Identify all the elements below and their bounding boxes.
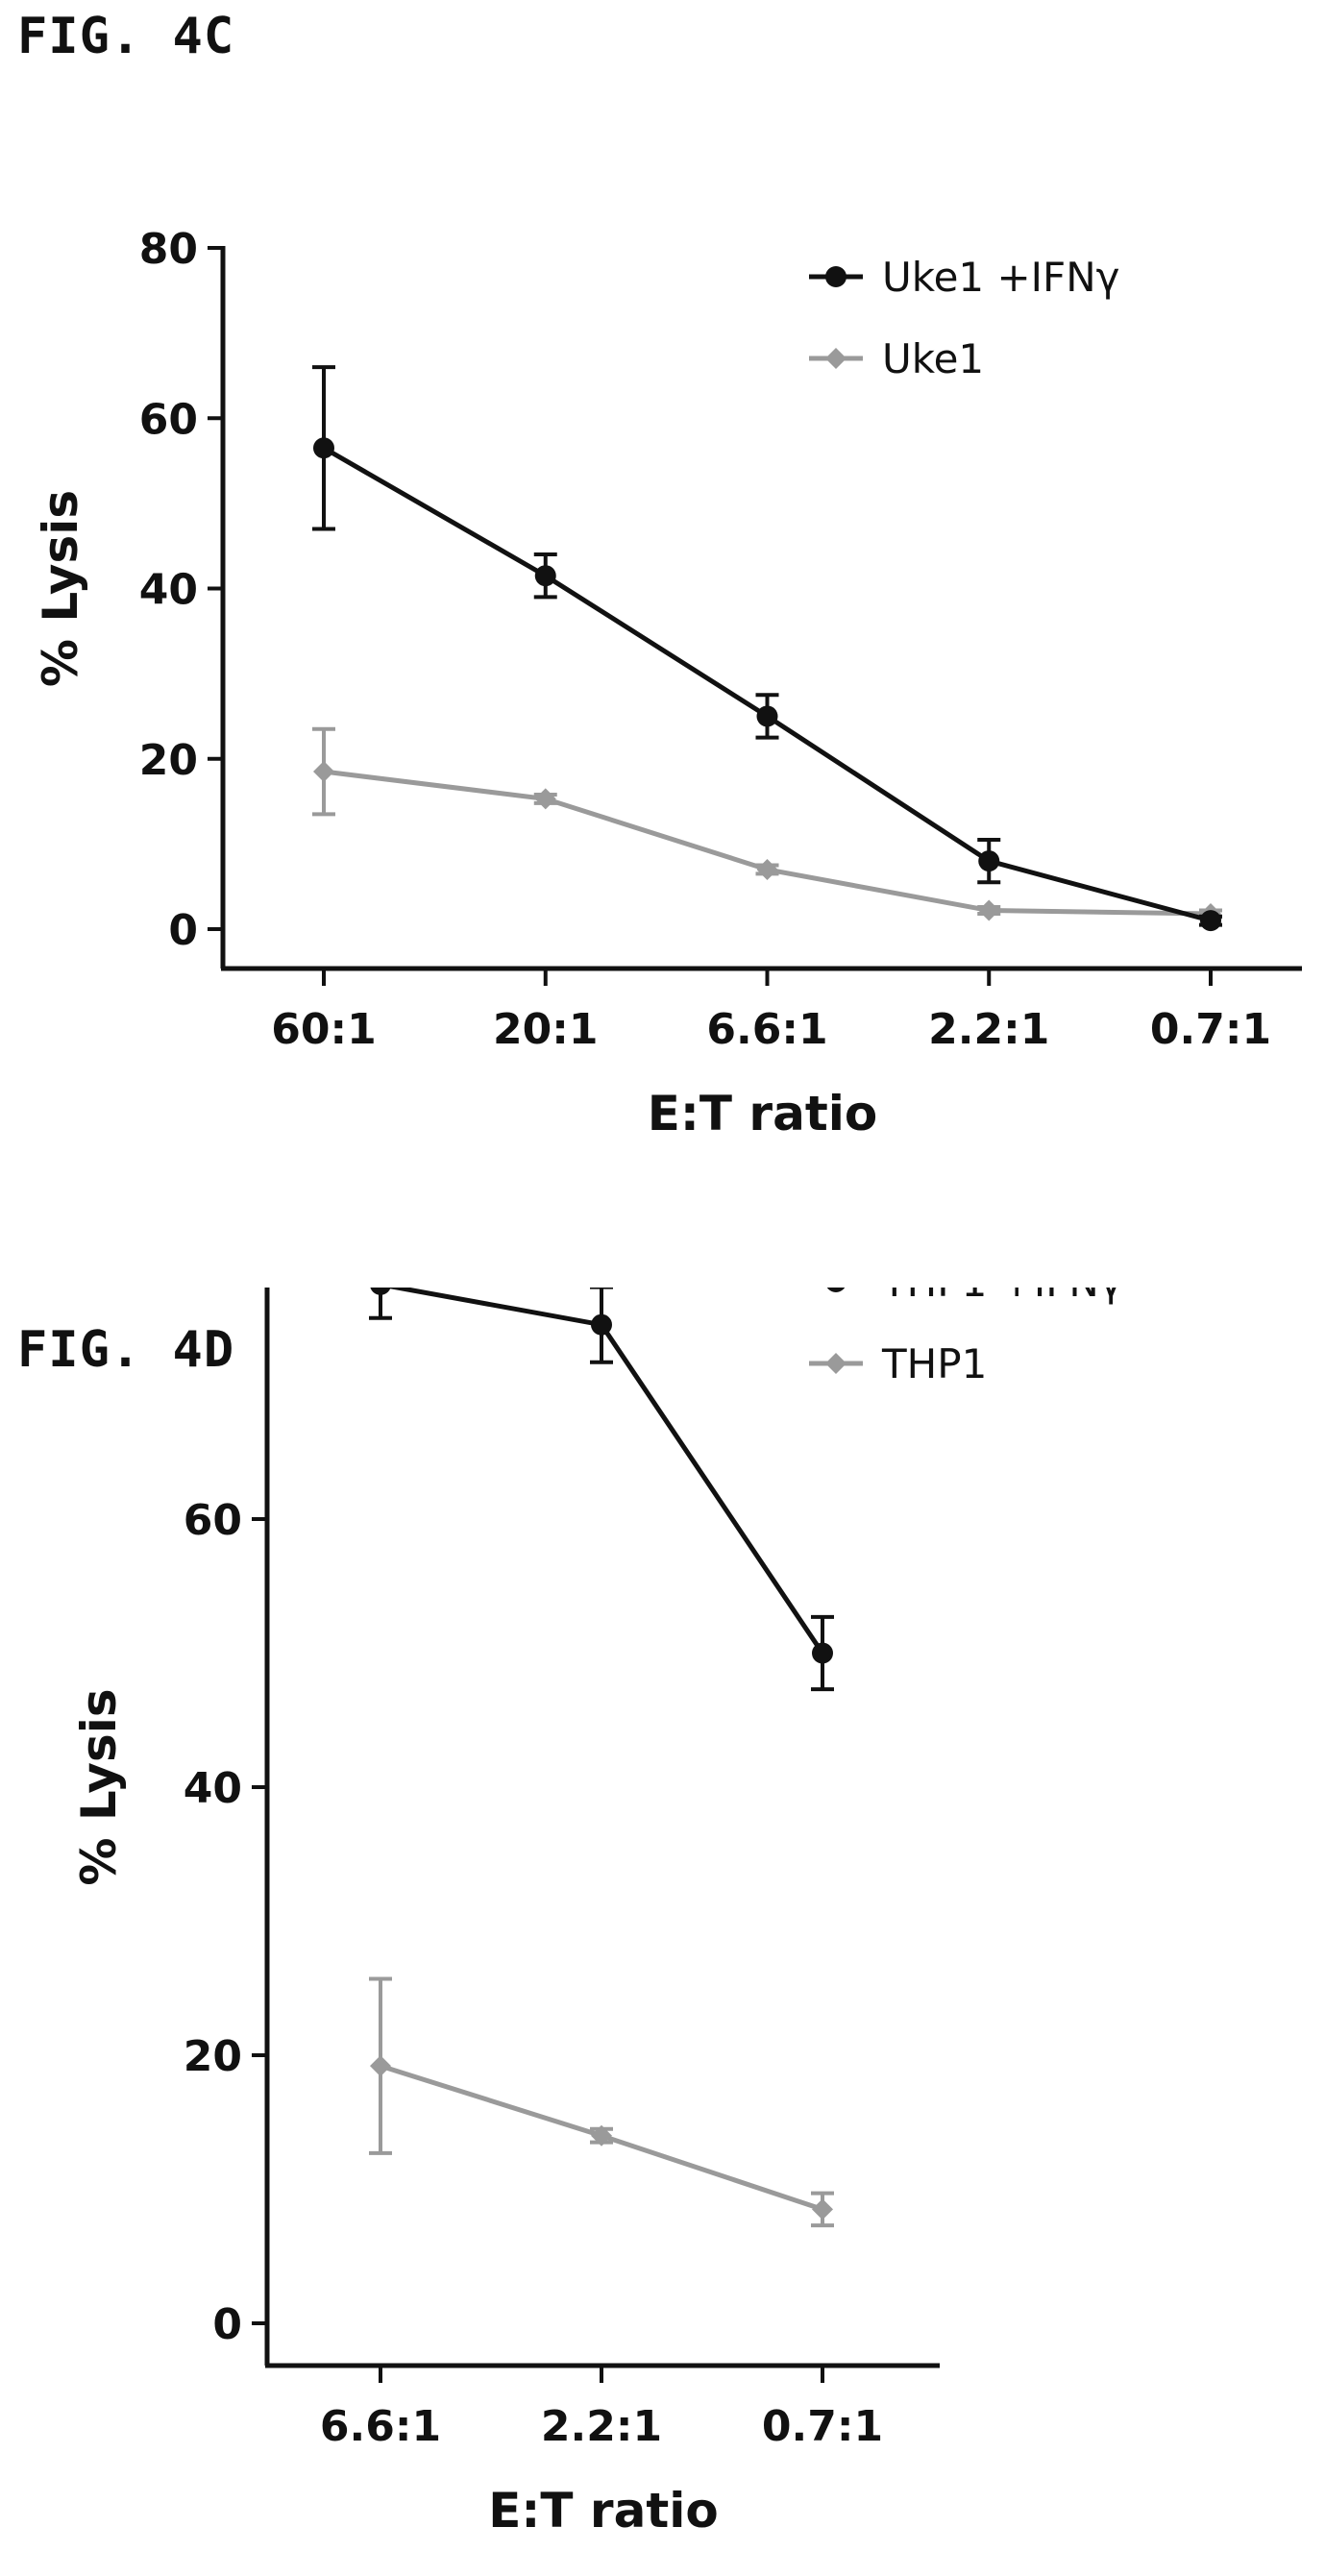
chart-4c-x-tick-label: 6.6:1 bbox=[706, 1005, 827, 1054]
chart-4c-x-tick-label: 20:1 bbox=[493, 1005, 598, 1054]
chart-4c: 0 20 40 60 80 60:1 20:1 6.6:1 2.2:1 0.7:1 E:T rati… bbox=[33, 225, 1302, 1141]
chart-4c-x-axis-title: E:T ratio bbox=[648, 1086, 877, 1141]
chart-4d-data-point bbox=[370, 1288, 391, 1295]
chart-4d-data-point bbox=[812, 1642, 833, 1664]
chart-4c-data-point bbox=[313, 437, 334, 459]
chart-4c-y-tick-label: 0 bbox=[168, 906, 198, 955]
chart-4d-legend-marker bbox=[825, 1353, 847, 1374]
chart-4d-legend-label: THP1 +IFNγ bbox=[881, 1288, 1123, 1306]
chart-4d-y-axis-title: % Lysis bbox=[71, 1688, 127, 1885]
chart-4c-y-tick-label: 60 bbox=[139, 395, 198, 444]
chart-4c-legend-label: Uke1 bbox=[882, 335, 984, 382]
chart-4c-y-axis-title: % Lysis bbox=[33, 490, 88, 687]
chart-4c-legend-label: Uke1 +IFNγ bbox=[882, 254, 1120, 301]
chart-4d-x-tick-label: 2.2:1 bbox=[541, 2402, 662, 2451]
chart-4d-y-tick-label: 40 bbox=[184, 1764, 242, 1813]
chart-4c-y-tick-label: 80 bbox=[139, 225, 198, 274]
chart-4c-data-point bbox=[978, 850, 1000, 872]
chart-4d-legend-marker bbox=[826, 1288, 846, 1292]
chart-4c-y-tick-label: 20 bbox=[139, 736, 198, 785]
chart-4d-x-tick-label: 6.6:1 bbox=[320, 2402, 441, 2451]
chart-4c-x-tick-label: 0.7:1 bbox=[1150, 1005, 1271, 1054]
chart-4c-data-point bbox=[534, 788, 556, 810]
chart-4d-x-tick-label: 0.7:1 bbox=[762, 2402, 883, 2451]
chart-4c-series-line bbox=[322, 446, 1212, 923]
chart-4d-legend-label: THP1 bbox=[881, 1340, 987, 1387]
chart-4d-y-tick-label: 60 bbox=[184, 1496, 242, 1545]
chart-4c-legend-marker bbox=[825, 348, 847, 369]
chart-4c-series-line bbox=[323, 769, 1212, 917]
chart-4d-y-tick-label: 20 bbox=[184, 2032, 242, 2081]
chart-4d-data-point bbox=[812, 2198, 833, 2220]
chart-4c-data-point bbox=[534, 565, 556, 587]
chart-4c-data-point bbox=[756, 858, 778, 880]
chart-4d-x-axis-title: E:T ratio bbox=[488, 2483, 718, 2539]
chart-4c-data-point bbox=[313, 761, 334, 783]
chart-4c-data-point bbox=[978, 899, 1000, 921]
chart-4d-y-tick-label: 0 bbox=[212, 2300, 242, 2349]
chart-4c-x-tick-label: 2.2:1 bbox=[928, 1005, 1049, 1054]
chart-4d-data-point bbox=[591, 1313, 612, 1336]
chart-4c-y-tick-label: 40 bbox=[139, 566, 198, 615]
figure-label-4c: FIG. 4C bbox=[17, 8, 235, 65]
chart-4c-data-point bbox=[1200, 910, 1221, 932]
chart-4c-x-tick-label: 60:1 bbox=[271, 1005, 376, 1054]
figure-label-4d: FIG. 4D bbox=[17, 1321, 235, 1379]
chart-4c-data-point bbox=[756, 705, 778, 727]
chart-4d-data-point bbox=[370, 2055, 391, 2077]
chart-4d-data-point bbox=[591, 2124, 612, 2147]
chart-4c-legend-marker bbox=[825, 266, 847, 287]
